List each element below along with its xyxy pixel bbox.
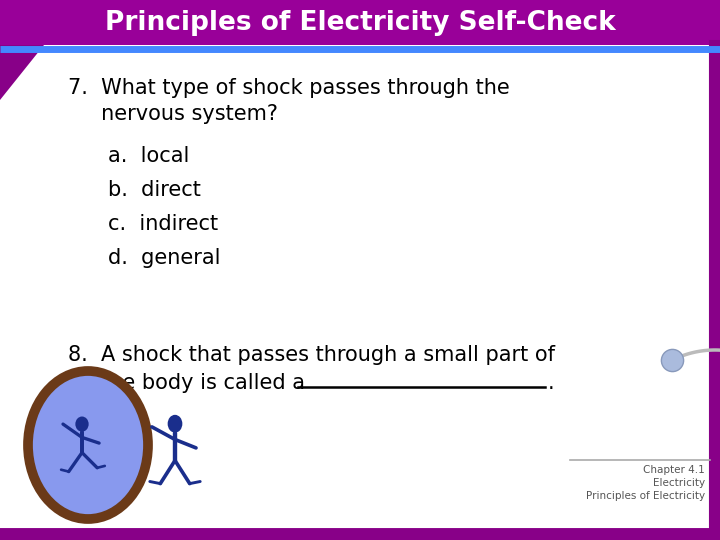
Text: .: . xyxy=(548,373,554,393)
Text: Chapter 4.1: Chapter 4.1 xyxy=(643,465,705,475)
Text: d.  general: d. general xyxy=(108,248,220,268)
Text: Principles of Electricity: Principles of Electricity xyxy=(586,491,705,501)
Ellipse shape xyxy=(76,416,89,431)
Text: b.  direct: b. direct xyxy=(108,180,201,200)
Text: c.  indirect: c. indirect xyxy=(108,214,218,234)
Ellipse shape xyxy=(168,415,182,433)
Text: Electricity: Electricity xyxy=(653,478,705,488)
Text: Principles of Electricity Self-Check: Principles of Electricity Self-Check xyxy=(104,10,616,36)
Ellipse shape xyxy=(28,371,148,519)
Polygon shape xyxy=(0,0,80,100)
Text: nervous system?: nervous system? xyxy=(68,104,278,124)
Bar xyxy=(0,0,720,45)
Text: 8.  A shock that passes through a small part of: 8. A shock that passes through a small p… xyxy=(68,345,555,365)
Text: 7.  What type of shock passes through the: 7. What type of shock passes through the xyxy=(68,78,510,98)
Text: a.  local: a. local xyxy=(108,146,189,166)
Text: the body is called a: the body is called a xyxy=(68,373,305,393)
